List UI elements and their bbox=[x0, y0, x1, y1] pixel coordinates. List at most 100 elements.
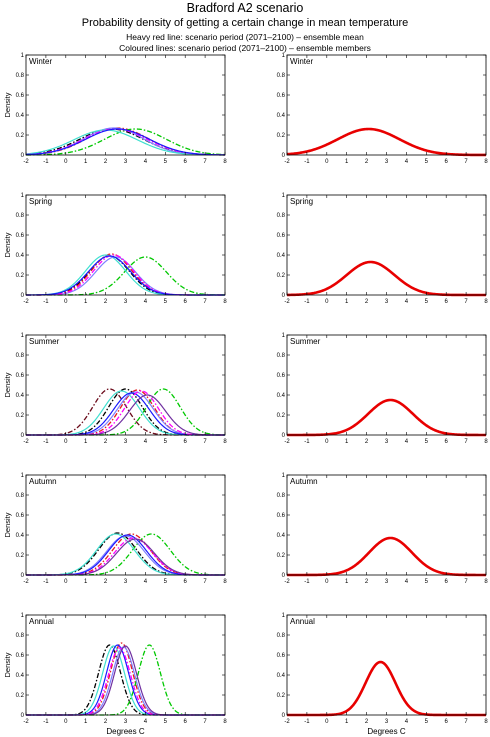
series-group bbox=[25, 253, 225, 296]
series-line-2 bbox=[26, 253, 225, 296]
series-line-1 bbox=[25, 128, 225, 156]
series-group bbox=[286, 660, 487, 717]
y-tick-label: 0 bbox=[282, 433, 286, 439]
chart-winter-mean: -2 -1 0 1 2 3 4 5 6 7 8 0 0.2 0.4 0.6 0.8 1 Winter bbox=[277, 53, 489, 165]
x-tick-label: 2 bbox=[365, 299, 369, 305]
y-tick-label: 0.8 bbox=[16, 633, 25, 639]
series-line-8 bbox=[26, 538, 225, 576]
y-tick-label: 0.4 bbox=[277, 253, 286, 259]
y-tick-label: 0.4 bbox=[16, 113, 25, 119]
x-tick-label: -1 bbox=[304, 159, 310, 165]
x-tick-label: 5 bbox=[425, 719, 429, 725]
x-tick-label: 3 bbox=[385, 159, 389, 165]
y-tick-label: 0.2 bbox=[16, 413, 25, 419]
x-tick-label: 0 bbox=[64, 719, 68, 725]
series-group bbox=[26, 532, 226, 576]
series-line-1 bbox=[286, 127, 487, 157]
x-tick-label: 6 bbox=[445, 299, 449, 305]
panel-title: Annual bbox=[29, 617, 54, 626]
x-tick-label: 8 bbox=[223, 439, 227, 445]
x-tick-label: -2 bbox=[23, 719, 29, 725]
x-tick-label: 6 bbox=[184, 299, 188, 305]
y-tick-label: 0 bbox=[21, 713, 25, 719]
x-tick-label: 7 bbox=[203, 579, 207, 585]
y-tick-label: 0.6 bbox=[16, 93, 25, 99]
y-tick-label: 1 bbox=[282, 193, 286, 199]
axes-frame bbox=[25, 614, 226, 716]
y-tick-label: 0.2 bbox=[277, 553, 286, 559]
x-tick-label: 4 bbox=[405, 719, 409, 725]
series-group bbox=[286, 127, 487, 157]
x-tick-label: 2 bbox=[104, 439, 108, 445]
x-tick-label: 1 bbox=[345, 299, 349, 305]
y-tick-label: 0 bbox=[21, 293, 25, 299]
x-tick-label: 5 bbox=[164, 439, 168, 445]
page-title: Bradford A2 scenario bbox=[186, 1, 304, 15]
x-tick-label: 5 bbox=[164, 579, 168, 585]
y-tick-label: 0.2 bbox=[277, 413, 286, 419]
x-tick-label: 3 bbox=[385, 579, 389, 585]
x-tick-label: 0 bbox=[325, 439, 329, 445]
x-tick-label: -2 bbox=[23, 299, 29, 305]
axes-frame bbox=[25, 194, 226, 296]
x-tick-label: 6 bbox=[445, 719, 449, 725]
series-group bbox=[26, 388, 226, 436]
y-axis-label: Density bbox=[3, 372, 12, 397]
x-tick-label: 4 bbox=[144, 159, 148, 165]
y-tick-label: 0.8 bbox=[277, 213, 286, 219]
x-tick-label: 8 bbox=[484, 579, 488, 585]
chart-winter-members: -2 -1 0 1 2 3 4 5 6 7 8 0 0.2 0.4 0.6 0.8 1 Winter Density bbox=[3, 53, 227, 165]
x-tick-label: 3 bbox=[124, 579, 128, 585]
x-tick-label: 8 bbox=[484, 159, 488, 165]
axes-frame bbox=[286, 334, 487, 436]
axes-frame bbox=[25, 334, 226, 436]
series-line-6 bbox=[26, 254, 225, 296]
x-tick-label: 4 bbox=[405, 439, 409, 445]
panel-title: Autumn bbox=[29, 477, 57, 486]
x-tick-label: 1 bbox=[84, 439, 88, 445]
chart-annual-members: -2 -1 0 1 2 3 4 5 6 7 8 0 0.2 0.4 0.6 0.8 1 Annual Density… bbox=[3, 613, 227, 736]
y-tick-label: 0.2 bbox=[16, 693, 25, 699]
y-tick-label: 1 bbox=[21, 333, 25, 339]
x-tick-label: 2 bbox=[104, 719, 108, 725]
y-tick-label: 1 bbox=[282, 613, 286, 619]
x-tick-label: 4 bbox=[405, 159, 409, 165]
y-tick-label: 0.4 bbox=[277, 393, 286, 399]
x-tick-label: 8 bbox=[484, 299, 488, 305]
y-tick-label: 1 bbox=[21, 193, 25, 199]
x-tick-label: 7 bbox=[203, 439, 207, 445]
x-tick-label: 6 bbox=[445, 439, 449, 445]
series-line-1 bbox=[286, 536, 487, 577]
y-tick-label: 0.8 bbox=[277, 353, 286, 359]
x-tick-label: -2 bbox=[284, 439, 290, 445]
x-tick-label: -1 bbox=[304, 439, 310, 445]
series-line-5 bbox=[25, 129, 225, 156]
x-tick-label: 8 bbox=[223, 159, 227, 165]
y-tick-label: 0.8 bbox=[16, 73, 25, 79]
x-axis-label: Degrees C bbox=[106, 727, 144, 736]
y-tick-label: 1 bbox=[21, 613, 25, 619]
x-tick-label: 0 bbox=[64, 299, 68, 305]
panel-title: Autumn bbox=[290, 477, 318, 486]
y-tick-label: 0.4 bbox=[277, 533, 286, 539]
x-tick-label: 0 bbox=[325, 299, 329, 305]
x-tick-label: 7 bbox=[203, 159, 207, 165]
y-axis-label: Density bbox=[3, 232, 12, 257]
y-axis-label: Density bbox=[3, 652, 12, 677]
x-tick-label: 4 bbox=[405, 299, 409, 305]
x-tick-label: 7 bbox=[464, 579, 468, 585]
panel-title: Spring bbox=[29, 197, 52, 206]
y-tick-label: 0.2 bbox=[277, 133, 286, 139]
x-tick-label: 3 bbox=[385, 299, 389, 305]
series-line-4 bbox=[26, 533, 225, 576]
series-group bbox=[286, 398, 487, 437]
y-tick-label: 0.8 bbox=[16, 493, 25, 499]
y-tick-label: 0.4 bbox=[16, 673, 25, 679]
x-tick-label: 0 bbox=[325, 719, 329, 725]
x-tick-label: 1 bbox=[84, 579, 88, 585]
x-tick-label: 3 bbox=[124, 159, 128, 165]
note-ensemble-members: Coloured lines: scenario period (2071–21… bbox=[119, 43, 371, 53]
y-tick-label: 0.6 bbox=[16, 653, 25, 659]
x-tick-label: 0 bbox=[325, 159, 329, 165]
